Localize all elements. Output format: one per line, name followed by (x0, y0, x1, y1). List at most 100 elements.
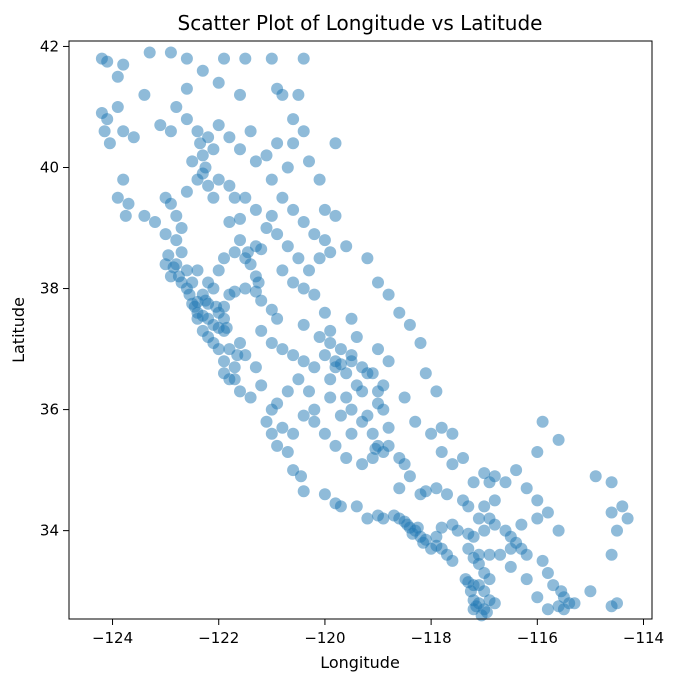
data-point (541, 603, 554, 616)
data-point (356, 361, 369, 374)
data-point (138, 209, 151, 222)
points-layer (95, 46, 634, 622)
data-point (356, 385, 369, 398)
data-point (605, 476, 618, 489)
data-point (303, 385, 315, 398)
data-point (621, 512, 634, 525)
data-point (313, 173, 326, 186)
data-point (472, 512, 485, 525)
data-point (430, 530, 443, 543)
data-point (287, 427, 300, 440)
data-point (372, 343, 384, 356)
data-point (292, 88, 305, 101)
data-point (228, 361, 241, 374)
data-point (186, 155, 199, 168)
data-point (435, 446, 448, 458)
data-point (180, 52, 193, 65)
data-point (228, 246, 241, 259)
data-point (138, 88, 151, 101)
data-point (191, 312, 204, 325)
data-point (202, 131, 215, 144)
data-point (271, 228, 284, 241)
data-point (472, 548, 485, 561)
data-point (419, 367, 432, 380)
data-point (228, 285, 241, 298)
data-point (478, 467, 491, 480)
data-point (234, 212, 246, 225)
data-point (329, 209, 342, 222)
data-point (281, 385, 294, 398)
data-point (446, 427, 459, 440)
data-point (271, 312, 284, 325)
data-point (499, 476, 512, 489)
data-point (361, 252, 374, 265)
data-point (504, 560, 517, 573)
data-point (212, 119, 225, 132)
data-point (143, 46, 156, 59)
data-point (483, 548, 496, 561)
data-point (382, 288, 395, 301)
y-axis-label: Latitude (9, 297, 28, 363)
data-point (249, 203, 262, 216)
data-point (159, 191, 172, 204)
data-point (499, 524, 512, 537)
data-point (393, 482, 406, 495)
data-point (297, 485, 310, 498)
data-point (228, 191, 241, 204)
data-point (265, 303, 278, 316)
y-axis-ticks: 34 36 38 40 42 (40, 37, 69, 540)
data-point (234, 234, 246, 247)
data-point (324, 324, 337, 337)
data-point (196, 149, 209, 162)
data-point (244, 258, 257, 271)
data-point (218, 355, 230, 368)
data-point (180, 82, 193, 95)
data-point (252, 276, 265, 289)
data-point (260, 415, 273, 428)
data-point (329, 439, 342, 452)
data-point (297, 318, 310, 331)
y-tick-label: 34 (40, 522, 59, 540)
data-point (334, 343, 347, 356)
data-point (318, 203, 331, 216)
data-point (483, 476, 496, 489)
data-point (308, 403, 321, 416)
data-point (167, 261, 180, 274)
data-point (95, 107, 108, 119)
x-tick-label: −114 (623, 629, 664, 647)
data-point (356, 458, 369, 471)
data-point (255, 294, 268, 307)
data-point (196, 64, 209, 77)
data-point (611, 524, 623, 537)
data-point (531, 591, 544, 604)
data-point (149, 216, 161, 228)
data-point (398, 458, 411, 471)
data-point (329, 497, 342, 510)
data-point (520, 482, 533, 495)
data-point (446, 458, 459, 471)
data-point (488, 597, 501, 610)
data-point (334, 409, 347, 422)
data-point (345, 355, 358, 368)
data-point (350, 500, 363, 513)
data-point (377, 403, 390, 416)
data-point (361, 409, 374, 422)
data-point (382, 355, 395, 368)
data-point (239, 282, 252, 295)
data-point (180, 113, 193, 126)
data-point (494, 548, 507, 561)
data-point (180, 185, 193, 198)
data-point (287, 113, 300, 126)
data-point (249, 155, 262, 168)
data-point (313, 331, 326, 343)
data-point (435, 521, 448, 534)
data-point (552, 524, 565, 537)
y-tick-label: 38 (40, 280, 59, 298)
x-tick-label: −120 (304, 629, 345, 647)
x-tick-label: −118 (411, 629, 452, 647)
x-axis-label: Longitude (320, 653, 400, 672)
data-point (414, 337, 427, 349)
data-point (308, 288, 321, 301)
data-point (287, 276, 300, 289)
data-point (223, 131, 236, 144)
